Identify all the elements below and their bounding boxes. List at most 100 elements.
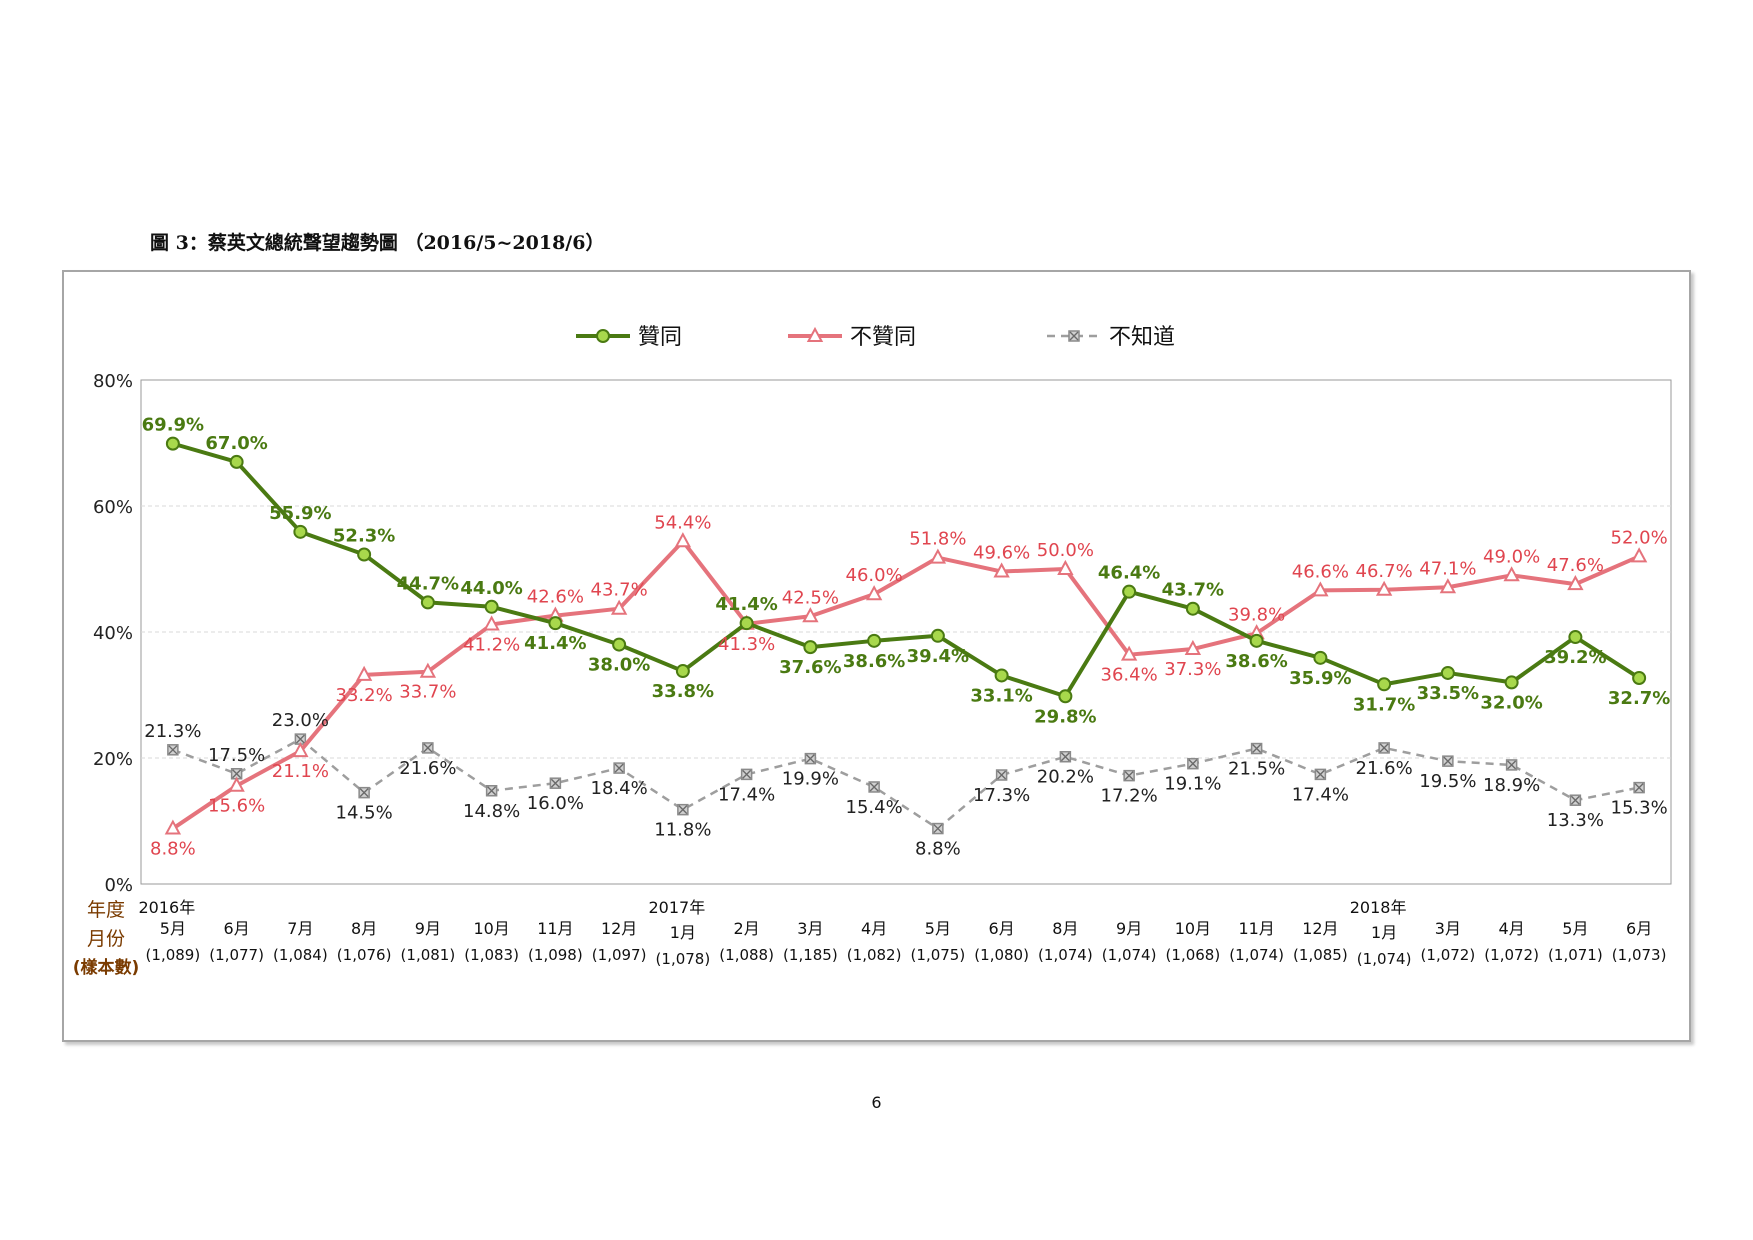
data-label: 8.8%	[150, 839, 196, 860]
x-month-label: 5月	[1562, 919, 1588, 938]
data-point	[674, 532, 692, 548]
data-label: 21.1%	[272, 761, 329, 782]
data-label: 21.3%	[144, 721, 201, 742]
x-sample-size-label: (1,078)	[656, 950, 711, 968]
x-month-label: 12月	[1302, 919, 1338, 938]
x-sample-size-label: (1,072)	[1421, 946, 1476, 964]
data-label: 18.9%	[1483, 775, 1540, 796]
data-label: 32.7%	[1608, 688, 1670, 709]
data-label: 17.5%	[208, 745, 265, 766]
data-label: 41.2%	[463, 634, 520, 655]
data-label: 19.9%	[782, 769, 839, 790]
data-label: 44.7%	[397, 573, 459, 594]
data-point	[613, 762, 625, 774]
data-point	[1505, 759, 1518, 771]
data-point	[1504, 675, 1519, 690]
data-label: 13.3%	[1547, 810, 1604, 831]
data-label: 29.8%	[1034, 706, 1096, 727]
data-point	[995, 769, 1008, 781]
x-sample-size-label: (1,085)	[1293, 946, 1348, 964]
data-label: 49.6%	[973, 543, 1030, 564]
x-sample-size-label: (1,082)	[847, 946, 902, 964]
data-point	[292, 741, 309, 758]
data-point	[867, 633, 882, 648]
data-label: 15.3%	[1611, 798, 1668, 819]
data-point	[739, 616, 754, 631]
x-month-label: 2月	[734, 919, 760, 938]
data-point	[1442, 755, 1454, 767]
data-label: 11.8%	[654, 820, 711, 841]
data-point	[1068, 330, 1080, 342]
data-label: 50.0%	[1037, 540, 1094, 561]
x-sample-size-label: (1,074)	[1229, 946, 1284, 964]
data-label: 32.0%	[1480, 692, 1542, 713]
data-point	[865, 585, 883, 601]
data-point	[806, 326, 824, 342]
data-point	[675, 664, 690, 679]
page-number: 6	[871, 1093, 882, 1112]
x-month-label: 1月	[670, 923, 696, 942]
data-point	[357, 547, 372, 562]
series-line	[171, 539, 1640, 831]
x-sample-size-label: (1,185)	[783, 946, 838, 964]
data-point	[740, 768, 753, 781]
data-point	[1120, 645, 1138, 661]
data-point	[1059, 750, 1072, 763]
data-label: 43.7%	[591, 580, 648, 601]
legend-label: 贊同	[638, 325, 682, 350]
data-label: 67.0%	[205, 433, 267, 454]
data-point	[484, 599, 499, 614]
data-label: 54.4%	[654, 512, 711, 533]
data-label: 44.0%	[460, 578, 522, 599]
data-label: 42.6%	[527, 587, 584, 608]
x-month-label: 4月	[861, 919, 887, 938]
y-tick-label: 60%	[93, 497, 133, 518]
data-label: 38.0%	[588, 655, 650, 676]
data-point	[1377, 677, 1392, 692]
data-label: 41.4%	[715, 594, 777, 615]
x-month-label: 5月	[160, 919, 186, 938]
series-line	[172, 737, 1640, 830]
data-label: 17.3%	[973, 785, 1030, 806]
x-year-label: 2017年	[649, 898, 706, 917]
data-point	[1122, 584, 1137, 599]
x-sample-size-label: (1,088)	[719, 946, 774, 964]
series-approve	[165, 436, 1647, 704]
y-tick-label: 40%	[93, 623, 133, 644]
data-point	[1568, 630, 1583, 645]
data-point	[165, 436, 180, 451]
data-point	[993, 562, 1010, 578]
data-point	[802, 607, 819, 623]
chart-frame: 0% 20% 40% 60% 80% 2016年 5月 (1,089) 6月 (1,077) 7月 (…	[62, 270, 1691, 1042]
data-point	[612, 637, 627, 652]
legend-item	[1047, 330, 1101, 342]
x-sample-size-label: (1,074)	[1038, 946, 1093, 964]
data-label: 52.0%	[1611, 527, 1668, 548]
data-point	[422, 742, 434, 754]
data-point	[164, 819, 182, 835]
data-label: 69.9%	[142, 415, 204, 436]
data-point	[1314, 768, 1327, 781]
data-point	[1184, 639, 1202, 656]
series-disapprove	[164, 532, 1648, 835]
data-point	[1249, 633, 1264, 648]
data-label: 47.1%	[1419, 558, 1476, 579]
x-sample-size-label: (1,080)	[974, 946, 1029, 964]
data-point	[930, 628, 945, 643]
data-point	[994, 668, 1009, 683]
row-header-label: 月份	[87, 928, 125, 950]
data-label: 39.2%	[1544, 647, 1606, 668]
data-label: 35.9%	[1289, 668, 1351, 689]
data-label: 37.3%	[1164, 659, 1221, 680]
data-point	[1632, 670, 1647, 685]
data-label: 38.6%	[843, 651, 905, 672]
x-month-label: 6月	[1626, 919, 1652, 938]
data-label: 46.0%	[846, 565, 903, 586]
data-point	[229, 454, 244, 469]
data-point	[1503, 566, 1520, 582]
x-sample-size-label: (1,097)	[592, 946, 647, 964]
data-label: 37.6%	[779, 657, 841, 678]
data-point	[1375, 580, 1393, 596]
data-point	[483, 615, 500, 631]
x-sample-size-label: (1,071)	[1548, 946, 1603, 964]
